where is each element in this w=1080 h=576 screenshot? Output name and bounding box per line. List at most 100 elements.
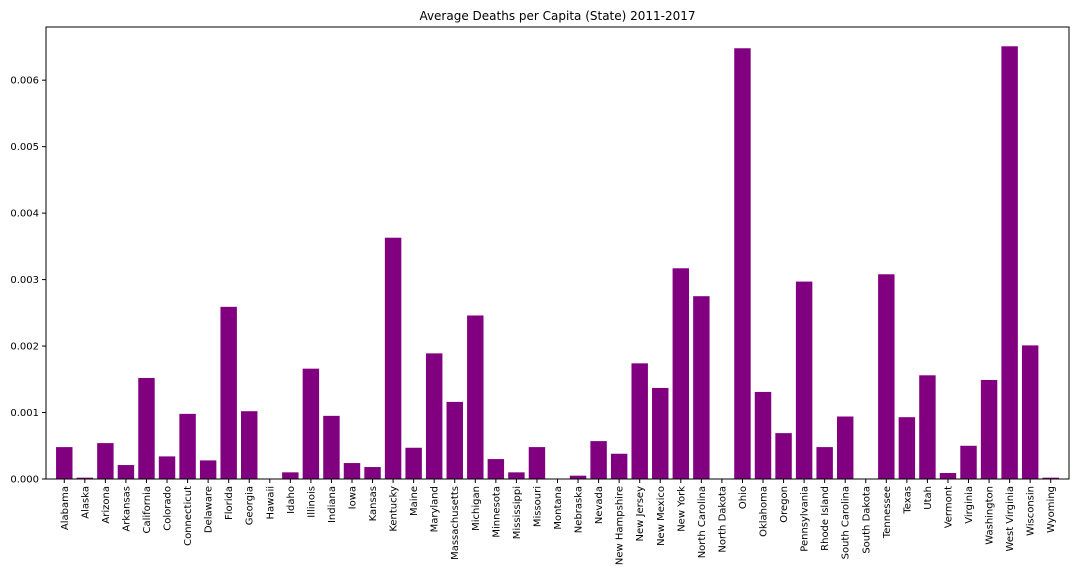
bar-new-jersey — [631, 363, 648, 479]
x-tick-label: Montana — [553, 486, 564, 530]
x-tick-label: Maryland — [430, 486, 441, 532]
x-tick-label: New Jersey — [635, 486, 646, 542]
bar-massachusetts — [446, 401, 463, 479]
x-tick-label: Ohio — [738, 486, 749, 509]
bar-pennsylvania — [795, 281, 813, 479]
bar-mississippi — [508, 472, 525, 479]
bar-georgia — [241, 411, 258, 479]
x-tick-label: Texas — [902, 486, 913, 515]
y-tick-label: 0.006 — [10, 76, 39, 87]
bar-connecticut — [179, 413, 196, 479]
bar-maryland — [425, 353, 443, 479]
x-tick-label: Georgia — [245, 486, 256, 525]
bar-virginia — [960, 445, 977, 479]
x-tick-label: Minnesota — [491, 486, 502, 538]
x-tick-label: West Virginia — [1005, 486, 1016, 551]
bars-group — [56, 46, 1059, 480]
bar-idaho — [282, 472, 299, 479]
x-tick-label: Indiana — [327, 486, 338, 523]
chart-title: Average Deaths per Capita (State) 2011-2… — [419, 9, 696, 23]
bar-rhode-island — [816, 447, 833, 479]
x-tick-label: Mississippi — [512, 486, 523, 539]
plot-frame — [45, 26, 1070, 480]
x-tick-label: Nevada — [594, 486, 605, 524]
bar-alaska — [76, 477, 94, 479]
x-tick-label: Massachusetts — [450, 486, 461, 560]
x-tick-label: Washington — [985, 486, 996, 545]
bar-vermont — [939, 473, 957, 479]
bar-oklahoma — [754, 391, 772, 479]
x-tick-label: California — [142, 486, 153, 534]
bar-minnesota — [487, 459, 505, 479]
x-tick-label: Kansas — [368, 486, 379, 521]
bar-washington — [980, 379, 998, 479]
x-tick-label: Oregon — [779, 486, 790, 523]
bar-michigan — [467, 315, 484, 479]
x-tick-label: South Carolina — [841, 486, 852, 559]
y-tick-label: 0.001 — [10, 408, 39, 419]
bar-wyoming — [1042, 477, 1059, 479]
bar-nebraska — [569, 475, 587, 479]
bar-texas — [898, 417, 916, 479]
x-tick-label: Wisconsin — [1026, 486, 1037, 536]
y-tick-label: 0.000 — [10, 475, 39, 486]
bar-new-mexico — [652, 387, 669, 479]
x-tick-label: Connecticut — [183, 486, 194, 546]
x-tick-label: Delaware — [204, 486, 215, 533]
x-tick-label: New Mexico — [656, 486, 667, 546]
x-tick-label: Rhode Island — [820, 486, 831, 551]
x-tick-label: Nebraska — [574, 486, 585, 533]
bar-west-virginia — [1001, 46, 1018, 480]
bar-wisconsin — [1021, 345, 1039, 479]
x-tick-label: Virginia — [964, 486, 975, 524]
bar-illinois — [302, 368, 320, 479]
x-tick-label: Florida — [224, 486, 235, 520]
bar-delaware — [199, 460, 217, 479]
x-tick-label: South Dakota — [861, 486, 872, 554]
x-tick-label: Maine — [409, 486, 420, 516]
x-tick-label: Iowa — [347, 486, 358, 509]
x-tick-label: Michigan — [471, 486, 482, 531]
bar-indiana — [323, 415, 340, 479]
bar-north-carolina — [693, 296, 710, 479]
bar-kentucky — [384, 237, 402, 479]
x-tick-label: Vermont — [943, 486, 954, 528]
bar-ohio — [734, 48, 751, 479]
y-axis: 0.000 0.001 0.002 0.003 0.004 0.005 0.006 — [10, 76, 46, 486]
bar-new-hampshire — [610, 453, 628, 479]
x-tick-label: Idaho — [286, 486, 297, 514]
x-tick-label: Oklahoma — [759, 486, 770, 537]
x-axis: Alabama Alaska Arizona Arkansas California Co… — [60, 479, 1057, 565]
y-tick-label: 0.005 — [10, 142, 39, 153]
x-tick-label: Colorado — [163, 486, 174, 531]
x-tick-label: Missouri — [532, 486, 543, 527]
x-tick-label: New Hampshire — [615, 486, 626, 565]
x-tick-label: Arizona — [101, 486, 112, 524]
bar-missouri — [528, 447, 546, 479]
x-tick-label: North Carolina — [697, 486, 708, 558]
bar-california — [138, 377, 155, 479]
bar-alabama — [56, 447, 73, 479]
x-tick-label: Illinois — [306, 486, 317, 518]
x-tick-label: Pennsylvania — [800, 486, 811, 552]
x-tick-label: Hawaii — [265, 486, 276, 520]
bar-tennessee — [878, 274, 895, 479]
y-tick-label: 0.003 — [10, 275, 39, 286]
bar-new-york — [672, 268, 690, 479]
bar-utah — [919, 375, 936, 479]
bar-kansas — [364, 467, 381, 479]
x-tick-label: Tennessee — [882, 486, 893, 539]
x-tick-label: New York — [676, 486, 687, 532]
bar-maine — [405, 447, 422, 479]
y-tick-label: 0.004 — [10, 209, 39, 220]
y-tick-label: 0.002 — [10, 342, 39, 353]
x-tick-label: North Dakota — [717, 486, 728, 553]
x-tick-label: Utah — [923, 486, 934, 510]
x-tick-label: Alabama — [60, 486, 71, 530]
bar-arizona — [97, 443, 114, 479]
bar-arkansas — [117, 465, 135, 479]
x-tick-label: Alaska — [80, 486, 91, 519]
bar-south-carolina — [836, 416, 854, 479]
bar-florida — [220, 306, 237, 479]
